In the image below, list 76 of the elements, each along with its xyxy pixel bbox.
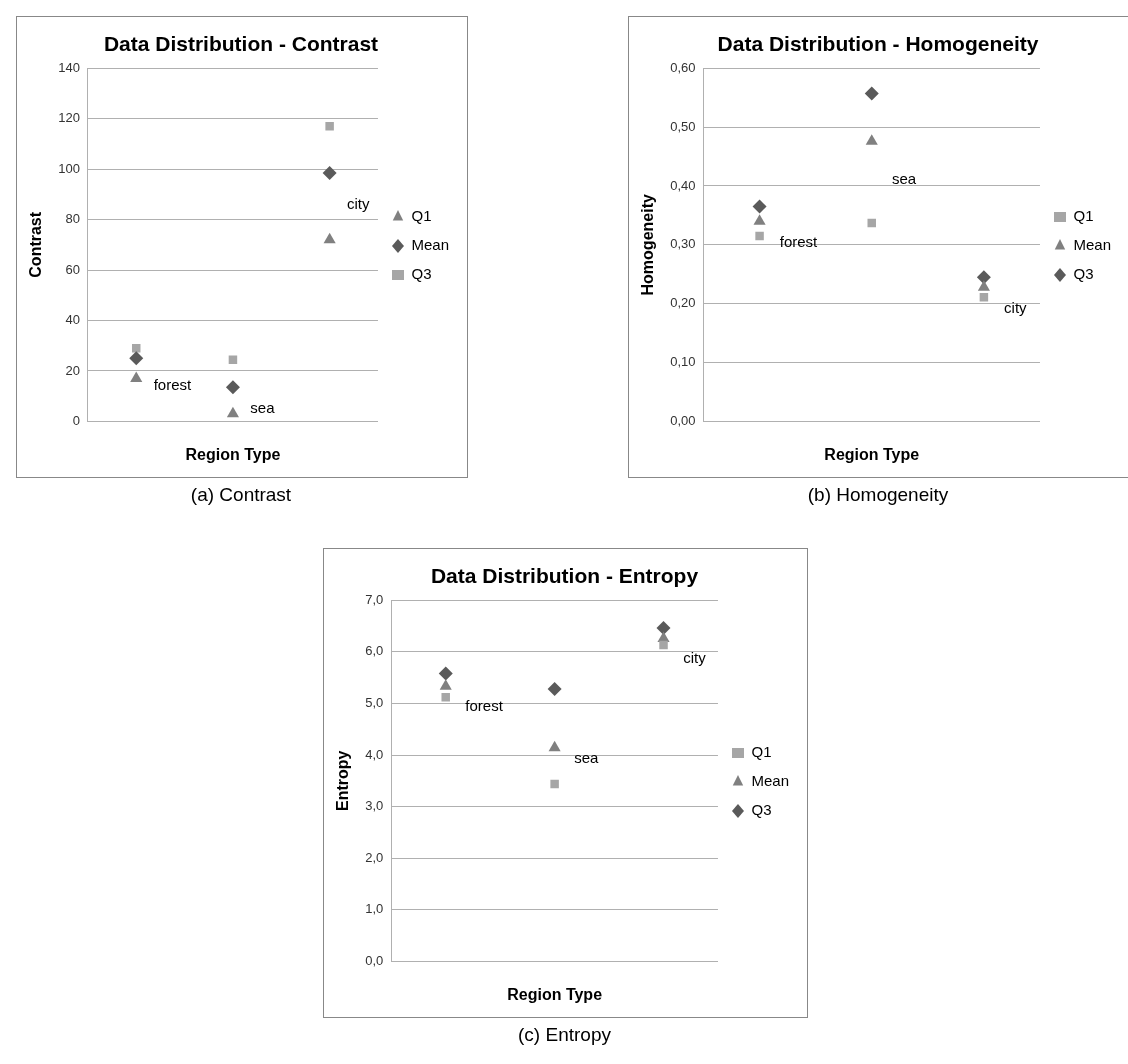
point <box>438 666 453 681</box>
y-tick-label: 0,50 <box>670 118 696 134</box>
point <box>753 214 766 225</box>
annotation: sea <box>574 748 600 766</box>
point <box>323 232 336 244</box>
x-axis-title: Region Type <box>824 445 920 463</box>
point <box>322 165 337 180</box>
point <box>755 231 764 241</box>
point <box>977 280 990 291</box>
y-tick-label: 0 <box>72 412 80 428</box>
y-tick-label: 0,30 <box>670 236 696 252</box>
y-tick-label: 40 <box>65 312 80 328</box>
legend-label: Q1 <box>751 743 772 761</box>
y-tick-label: 20 <box>65 362 80 378</box>
chart-title: Data Distribution - Entropy <box>430 564 699 588</box>
annotation: sea <box>891 170 917 188</box>
y-tick-label: 0,0 <box>365 952 384 968</box>
point <box>325 121 334 131</box>
y-tick-label: 60 <box>65 261 80 277</box>
point <box>439 679 452 690</box>
x-axis-title: Region Type <box>507 985 603 1003</box>
point <box>550 779 559 789</box>
annotation: forest <box>779 233 819 251</box>
y-tick-label: 0,60 <box>670 59 696 75</box>
text: (a) Contrast <box>189 484 293 506</box>
legend-label: Mean <box>751 772 790 790</box>
y-tick-label: 0,00 <box>670 412 696 428</box>
point <box>752 199 767 214</box>
legend-label: Q3 <box>751 801 772 819</box>
y-tick-label: 80 <box>65 211 80 227</box>
chart-title: Data Distribution - Contrast <box>103 32 379 56</box>
point <box>130 371 143 383</box>
legend-label: Mean <box>1073 236 1112 254</box>
point <box>548 740 561 752</box>
x-axis-title: Region Type <box>185 445 281 463</box>
y-tick-label: 120 <box>58 110 80 126</box>
y-axis-title: Homogeneity <box>639 194 657 296</box>
point <box>656 621 671 636</box>
y-tick-label: 0,20 <box>670 295 696 311</box>
y-tick-label: 0,10 <box>670 354 696 370</box>
y-tick-label: 140 <box>58 59 80 75</box>
y-tick-label: 3,0 <box>365 798 384 814</box>
y-axis-title: Contrast <box>27 211 45 278</box>
annotation: city <box>347 195 371 213</box>
point <box>865 134 878 145</box>
chart-title: Data Distribution - Homogeneity <box>717 32 1039 56</box>
y-tick-label: 0,40 <box>670 177 696 193</box>
text: (b) Homogeneity <box>806 484 950 506</box>
legend-label: Q3 <box>1073 265 1094 283</box>
annotation: city <box>1004 299 1028 317</box>
y-tick-label: 5,0 <box>365 694 384 710</box>
point <box>659 640 668 650</box>
y-tick-label: 7,0 <box>365 591 384 607</box>
y-tick-label: 2,0 <box>365 849 384 865</box>
annotation: forest <box>465 697 504 715</box>
y-tick-label: 1,0 <box>365 901 384 917</box>
point <box>225 380 240 395</box>
legend-label: Q3 <box>411 265 432 283</box>
point <box>226 406 239 418</box>
annotation: city <box>683 648 707 666</box>
y-tick-label: 6,0 <box>365 643 384 659</box>
point <box>867 218 876 228</box>
point <box>864 86 879 101</box>
y-tick-label: 100 <box>58 160 80 176</box>
y-tick-label: 4,0 <box>365 746 384 762</box>
y-axis-title: Entropy <box>334 750 352 812</box>
point <box>441 692 450 702</box>
point <box>129 351 144 366</box>
text: (c) Entropy <box>517 1024 612 1046</box>
legend-label: Mean <box>411 236 450 254</box>
annotation: forest <box>153 375 192 393</box>
annotation: sea <box>250 398 276 416</box>
point <box>547 681 562 696</box>
legend-label: Q1 <box>411 207 432 225</box>
point <box>976 270 991 285</box>
legend-label: Q1 <box>1073 207 1094 225</box>
